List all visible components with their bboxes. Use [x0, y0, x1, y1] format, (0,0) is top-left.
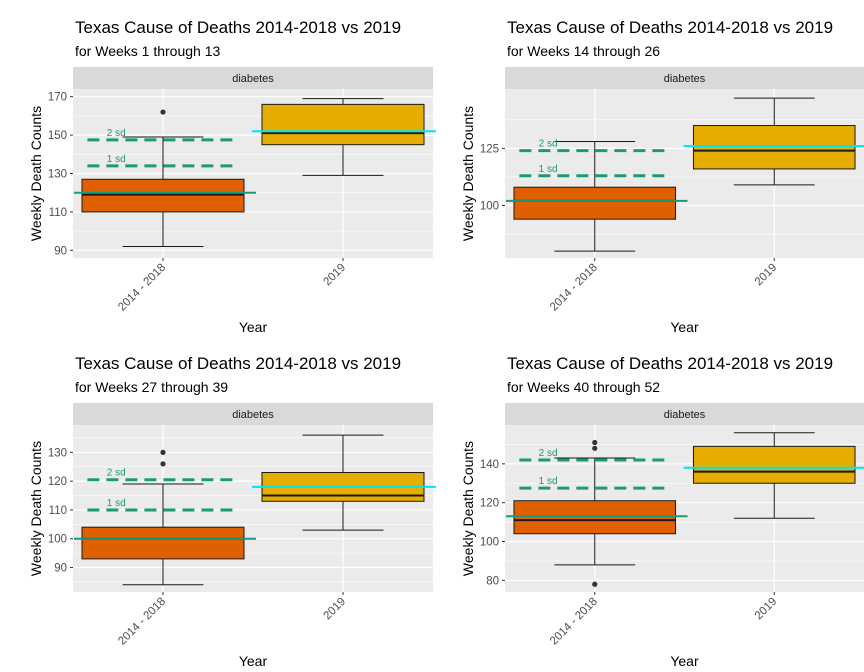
facet-label: diabetes [232, 73, 274, 85]
chart-subtitle: for Weeks 40 through 52 [507, 379, 660, 395]
y-axis-title: Weekly Death Counts [28, 106, 44, 241]
x-axis-title: Year [239, 319, 268, 335]
sd-label: 1 sd [539, 164, 558, 175]
outlier-point [592, 445, 598, 451]
chart-title: Texas Cause of Deaths 2014-2018 vs 2019 [75, 18, 401, 37]
y-tick-label: 80 [486, 575, 499, 587]
outlier-point [592, 581, 598, 587]
outlier-point [160, 449, 166, 455]
chart-title: Texas Cause of Deaths 2014-2018 vs 2019 [507, 18, 833, 37]
sd-label: 2 sd [539, 139, 558, 150]
y-axis-title: Weekly Death Counts [460, 441, 476, 576]
x-tick-label: 2019 [322, 596, 349, 623]
box-iqr [692, 445, 856, 484]
y-tick-label: 140 [480, 459, 499, 471]
box-2014-2018 [81, 109, 245, 247]
y-tick-label: 100 [480, 537, 499, 549]
x-axis-title: Year [670, 319, 699, 335]
sd-label: 2 sd [107, 468, 126, 479]
y-tick-label: 130 [48, 169, 67, 181]
sd-label: 1 sd [107, 498, 126, 509]
sd-label: 2 sd [107, 128, 126, 139]
sd-label: 2 sd [539, 448, 558, 459]
x-tick-label: 2019 [753, 596, 780, 623]
chart-panel-2: Texas Cause of Deaths 2014-2018 vs 2019 f… [460, 18, 864, 335]
y-axis-title: Weekly Death Counts [460, 106, 476, 241]
chart-subtitle: for Weeks 14 through 26 [507, 43, 660, 59]
chart-title: Texas Cause of Deaths 2014-2018 vs 2019 [507, 354, 833, 373]
x-axis-title: Year [239, 653, 268, 669]
facet-strip [505, 67, 864, 89]
plot-background [505, 89, 864, 258]
facet-label: diabetes [232, 409, 274, 421]
outlier-point [160, 109, 166, 115]
facet-label: diabetes [664, 409, 706, 421]
outlier-point [592, 439, 598, 446]
box-2019 [692, 432, 856, 519]
y-tick-label: 120 [48, 476, 67, 488]
x-tick-label: 2014 - 2018 [116, 262, 168, 314]
x-axis-title: Year [670, 653, 699, 669]
chart-panel-4: Texas Cause of Deaths 2014-2018 vs 2019 f… [460, 354, 864, 669]
y-tick-label: 100 [480, 200, 499, 212]
y-tick-label: 125 [480, 143, 499, 155]
chart-subtitle: for Weeks 27 through 39 [75, 379, 228, 395]
y-tick-label: 90 [54, 245, 67, 257]
x-tick-label: 2019 [753, 262, 780, 289]
y-axis-title: Weekly Death Counts [28, 441, 44, 576]
box-2019 [261, 98, 425, 176]
box-iqr [81, 526, 245, 560]
facet-strip [73, 67, 433, 89]
facet-strip [73, 403, 433, 425]
x-tick-label: 2019 [322, 262, 349, 289]
y-tick-label: 170 [48, 92, 67, 104]
box-2019 [692, 97, 856, 186]
sd-label: 1 sd [107, 154, 126, 165]
x-tick-label: 2014 - 2018 [548, 262, 600, 314]
box-iqr [513, 186, 677, 220]
box-iqr [261, 103, 425, 146]
x-tick-label: 2014 - 2018 [548, 596, 600, 648]
chart-panel-1: Texas Cause of Deaths 2014-2018 vs 2019 f… [28, 18, 436, 335]
y-tick-label: 110 [49, 505, 67, 517]
x-tick-label: 2014 - 2018 [116, 596, 168, 648]
sd-label: 1 sd [539, 476, 558, 487]
y-tick-label: 120 [480, 498, 499, 510]
y-tick-label: 110 [49, 207, 67, 219]
y-tick-label: 90 [54, 563, 67, 575]
outlier-point [160, 461, 166, 467]
chart-panel-3: Texas Cause of Deaths 2014-2018 vs 2019 f… [28, 354, 436, 669]
y-tick-label: 150 [48, 130, 67, 142]
facet-label: diabetes [664, 73, 706, 85]
box-iqr [692, 125, 856, 170]
chart-subtitle: for Weeks 1 through 13 [75, 43, 220, 59]
facet-strip [505, 403, 864, 425]
box-2014-2018 [513, 141, 677, 252]
y-tick-label: 100 [48, 534, 67, 546]
y-tick-label: 130 [48, 447, 67, 459]
chart-title: Texas Cause of Deaths 2014-2018 vs 2019 [75, 354, 401, 373]
